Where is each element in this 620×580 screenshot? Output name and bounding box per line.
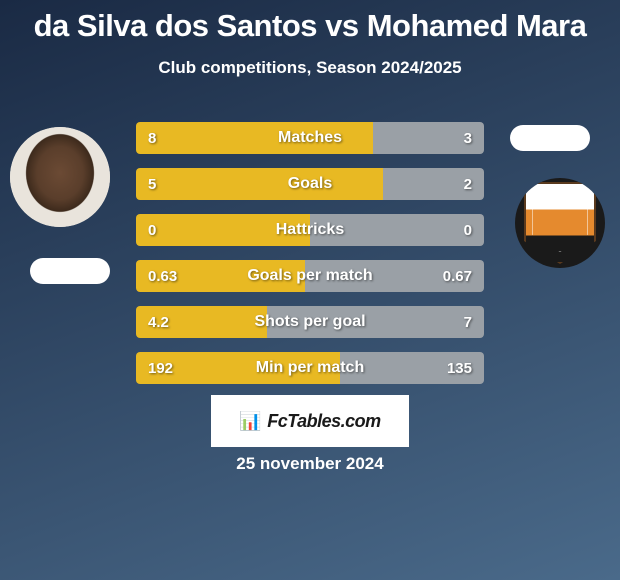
face-icon [10,127,110,227]
watermark-text: FcTables.com [267,411,380,432]
player-right-club-badge [515,178,605,268]
stat-row: 52Goals [136,168,484,200]
stat-label: Matches [136,122,484,154]
stat-row: 4.27Shots per goal [136,306,484,338]
page-title: da Silva dos Santos vs Mohamed Mara [0,0,620,44]
chart-icon: 📊 [239,411,261,432]
stats-container: 83Matches 52Goals 00Hattricks 0.630.67Goals… [136,122,484,398]
stat-label: Hattricks [136,214,484,246]
stat-row: 0.630.67Goals per match [136,260,484,292]
stat-row: 00Hattricks [136,214,484,246]
team-pill-right [510,125,590,151]
subtitle: Club competitions, Season 2024/2025 [0,58,620,78]
infographic: da Silva dos Santos vs Mohamed Mara Club… [0,0,620,580]
watermark: 📊 FcTables.com [211,395,409,447]
shield-icon [524,182,596,264]
stat-label: Shots per goal [136,306,484,338]
stat-row: 83Matches [136,122,484,154]
stat-label: Goals per match [136,260,484,292]
stat-label: Min per match [136,352,484,384]
team-pill-left [30,258,110,284]
stat-label: Goals [136,168,484,200]
stat-row: 192135Min per match [136,352,484,384]
player-left-avatar [10,127,110,227]
date-label: 25 november 2024 [0,454,620,474]
